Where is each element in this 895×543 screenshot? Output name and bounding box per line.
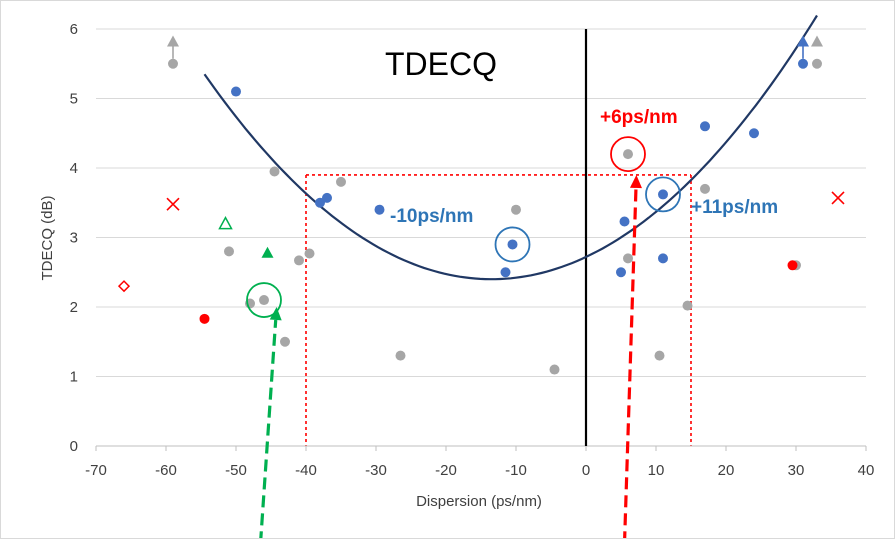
- data-point: [616, 267, 626, 278]
- data-point: [619, 216, 630, 227]
- data-point-triangle: [218, 216, 233, 230]
- x-tick-label: -30: [365, 462, 387, 479]
- y-tick-label: 0: [70, 438, 78, 455]
- y-tick-label: 2: [70, 299, 78, 316]
- y-tick-label: 3: [70, 230, 78, 247]
- dashed-arrow-head: [269, 307, 282, 321]
- x-tick-label: -20: [435, 462, 457, 479]
- chart-title: TDECQ: [385, 46, 497, 82]
- annotation-label: -10ps/nm: [390, 206, 473, 227]
- data-point: [315, 197, 325, 208]
- arrows: [172, 45, 804, 543]
- data-point: [199, 313, 210, 324]
- threshold-box: [305, 174, 692, 446]
- data-point: [511, 204, 521, 215]
- annotation-label: +11ps/nm: [691, 197, 778, 218]
- data-point: [787, 260, 798, 271]
- x-tick-label: -50: [225, 462, 247, 479]
- data-point: [700, 183, 710, 194]
- x-tick-label: 20: [718, 462, 735, 479]
- data-point: [658, 253, 668, 264]
- data-point: [654, 350, 665, 361]
- dashed-arrow: [622, 187, 638, 543]
- y-axis-title: TDECQ (dB): [39, 195, 56, 280]
- data-point: [749, 128, 759, 139]
- x-tick-label: -10: [505, 462, 527, 479]
- data-point-x: [831, 191, 845, 205]
- data-point: [374, 204, 385, 215]
- data-point: [798, 58, 808, 69]
- axes: 0 1 2 3 4 5 6 -70 -60 -50 -40 -30 -20 -10 0 10 20 30 40: [70, 21, 875, 479]
- data-point: [280, 336, 290, 347]
- dashed-arrow: [258, 319, 278, 543]
- data-point: [395, 350, 406, 361]
- highlight-ring: [645, 176, 681, 213]
- data-point: [269, 166, 280, 177]
- y-tick-label: 1: [70, 369, 78, 386]
- data-point: [658, 189, 668, 200]
- data-point-triangle: [261, 246, 274, 258]
- gridlines: [96, 28, 866, 377]
- trend-curve-line: [203, 14, 818, 281]
- dashed-arrow-head: [629, 174, 642, 189]
- x-tick-label: -60: [155, 462, 177, 479]
- labels: TDECQ TDECQ (dB) Dispersion (ps/nm) -10p…: [39, 46, 778, 510]
- data-point: [168, 58, 178, 69]
- data-point: [812, 58, 822, 69]
- x-tick-label: 10: [648, 462, 665, 479]
- data-point: [549, 364, 560, 375]
- data-point: [500, 267, 511, 278]
- highlight-ring: [610, 136, 646, 173]
- data-point-x: [166, 197, 180, 211]
- x-tick-label: -70: [85, 462, 107, 479]
- data-point: [682, 300, 693, 311]
- x-tick-label: -40: [295, 462, 317, 479]
- data-point: [231, 86, 241, 97]
- x-tick-label: 0: [582, 462, 590, 479]
- data-point: [322, 192, 332, 203]
- data-point: [700, 121, 710, 132]
- y-tick-label: 5: [70, 91, 78, 108]
- data-point: [294, 255, 304, 266]
- data-point: [623, 253, 633, 264]
- y-tick-label: 4: [70, 160, 78, 177]
- annotation-label: +6ps/nm: [600, 107, 678, 128]
- data-point: [623, 149, 633, 160]
- x-tick-label: 40: [858, 462, 875, 479]
- data-point-triangle: [811, 35, 823, 47]
- data-point: [507, 239, 518, 250]
- data-point: [304, 248, 315, 259]
- trend-curve: [203, 14, 818, 281]
- data-point-triangle: [167, 35, 179, 47]
- highlight-rings: [246, 136, 681, 318]
- data-point: [224, 246, 234, 257]
- data-point-triangle: [797, 35, 809, 47]
- data-point: [259, 295, 269, 306]
- data-point: [336, 176, 346, 187]
- highlight-ring: [494, 226, 531, 263]
- x-axis-title: Dispersion (ps/nm): [416, 493, 542, 510]
- x-tick-label: 30: [788, 462, 805, 479]
- data-point-diamond: [117, 280, 131, 293]
- y-tick-label: 6: [70, 21, 78, 38]
- highlight-ring: [246, 282, 282, 318]
